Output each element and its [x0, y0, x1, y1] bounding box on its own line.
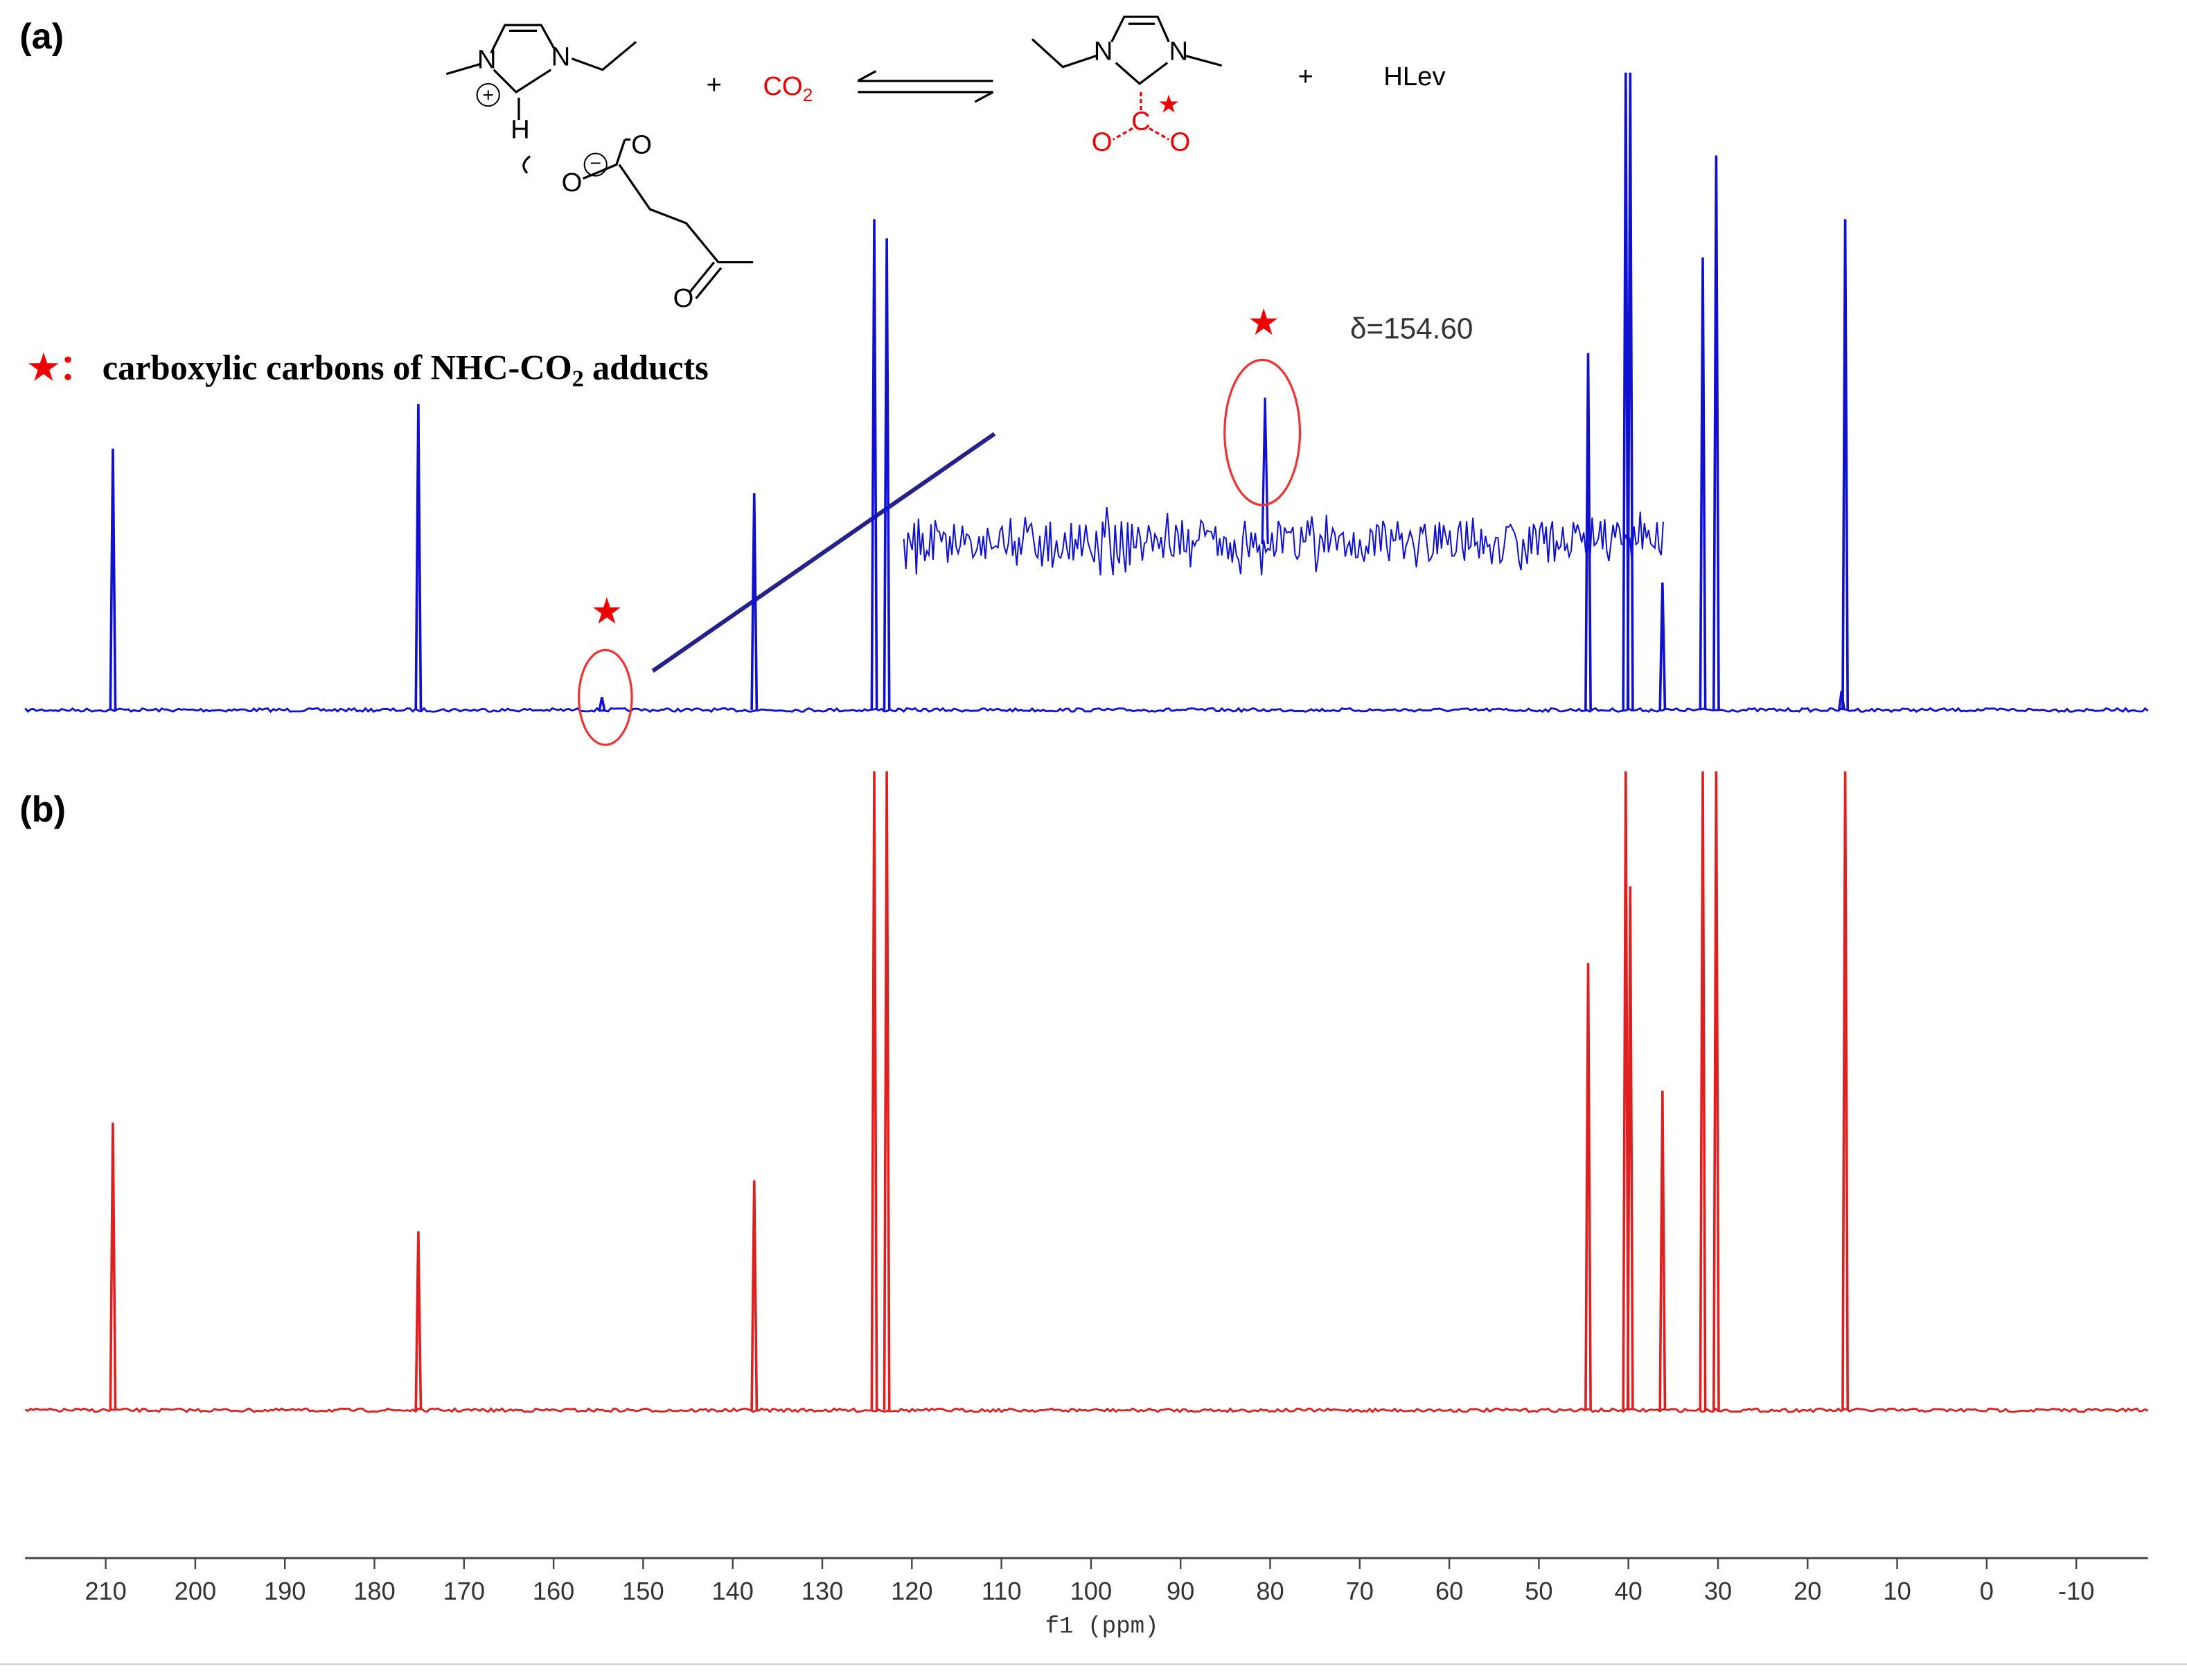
charge: − [590, 152, 601, 174]
peak [1658, 1090, 1667, 1411]
hlev: HLev [1383, 62, 1445, 91]
peak [1699, 771, 1707, 1411]
x-tick-label: 0 [1980, 1577, 1994, 1605]
x-axis-label: f1 (ppm) [1045, 1614, 1158, 1641]
x-tick-label: 20 [1794, 1577, 1821, 1605]
star: ★ [590, 592, 623, 632]
x-tick-label: 90 [1167, 1577, 1194, 1605]
peak [883, 771, 891, 1411]
atom: H [511, 114, 530, 144]
x-tick-label: 10 [1883, 1577, 1911, 1605]
x-tick-label: 30 [1704, 1577, 1732, 1605]
x-tick-label: 190 [264, 1577, 306, 1605]
x-tick-label: 170 [443, 1577, 485, 1605]
peak [870, 771, 878, 1411]
x-tick-label: 160 [533, 1577, 574, 1605]
peak [414, 1231, 423, 1411]
x-tick-label: 210 [85, 1577, 126, 1605]
panel-label: (a) [19, 17, 64, 57]
atom: O [1169, 127, 1190, 157]
peak [598, 697, 606, 711]
inset-annotation: δ=154.60 [1350, 312, 1473, 344]
star: ★ [1248, 303, 1280, 343]
carboxylate-bonds [1112, 91, 1170, 141]
scheme: N N H O O O + − + CO2 N N C O O ★ + HLev [445, 15, 1446, 313]
peak [883, 238, 891, 710]
peak [414, 404, 423, 710]
x-tick-label: 140 [711, 1577, 753, 1605]
equilibrium-arrows [857, 70, 994, 103]
peak [1841, 219, 1850, 710]
peak [1584, 963, 1592, 1411]
x-tick-label: 200 [175, 1577, 216, 1605]
inset-noise [903, 506, 1664, 576]
peak [750, 493, 759, 710]
baseline [24, 707, 2149, 714]
atom: C [1131, 106, 1151, 136]
x-tick-label: 130 [802, 1577, 843, 1605]
highlight [1223, 358, 1302, 506]
plus: + [707, 70, 722, 100]
peak [750, 1180, 759, 1411]
x-tick-label: 50 [1525, 1577, 1552, 1605]
peak [1584, 353, 1592, 710]
peak [1712, 155, 1720, 710]
peak [1626, 72, 1634, 710]
charge: + [482, 83, 493, 105]
peak [109, 448, 117, 710]
peak [1841, 771, 1850, 1411]
atom: O [631, 130, 652, 160]
atom: O [1092, 127, 1113, 157]
atom: N [551, 42, 571, 72]
inset-peak [1261, 397, 1269, 545]
x-tick-label: 40 [1615, 1577, 1643, 1605]
atom: N [477, 45, 497, 75]
panel-label: (b) [19, 790, 66, 830]
product-bonds [1031, 15, 1223, 85]
x-tick-label: 120 [891, 1577, 932, 1605]
peak [870, 219, 878, 710]
atom: N [1094, 37, 1113, 67]
peak [1658, 582, 1667, 710]
highlight [577, 648, 633, 746]
charge-ring [476, 82, 500, 107]
peak [1622, 771, 1630, 1411]
atom: N [1169, 37, 1189, 67]
x-tick-label: 180 [353, 1577, 395, 1605]
charge-ring [583, 152, 608, 177]
atom: O [562, 168, 583, 197]
peak [1712, 771, 1720, 1411]
x-tick-label: 70 [1346, 1577, 1374, 1605]
baseline [24, 1407, 2149, 1414]
x-tick-label: 80 [1256, 1577, 1284, 1605]
plus: + [1298, 62, 1313, 91]
star: ★ [1158, 90, 1180, 118]
peak [109, 1122, 117, 1411]
co2: CO2 [763, 71, 813, 105]
peak [1626, 886, 1634, 1411]
x-tick-label: 150 [622, 1577, 664, 1605]
x-tick-label: 60 [1435, 1577, 1463, 1605]
x-tick-label: -10 [2058, 1577, 2094, 1605]
zoom-line [651, 432, 996, 673]
x-tick-label: 110 [982, 1577, 1022, 1605]
x-tick-label: 100 [1070, 1577, 1112, 1605]
atom: O [673, 283, 694, 313]
peak [1699, 257, 1707, 710]
note: ★： carboxylic carbons of NHC-CO2 adducts [28, 348, 709, 391]
reactant-bonds [445, 24, 754, 299]
